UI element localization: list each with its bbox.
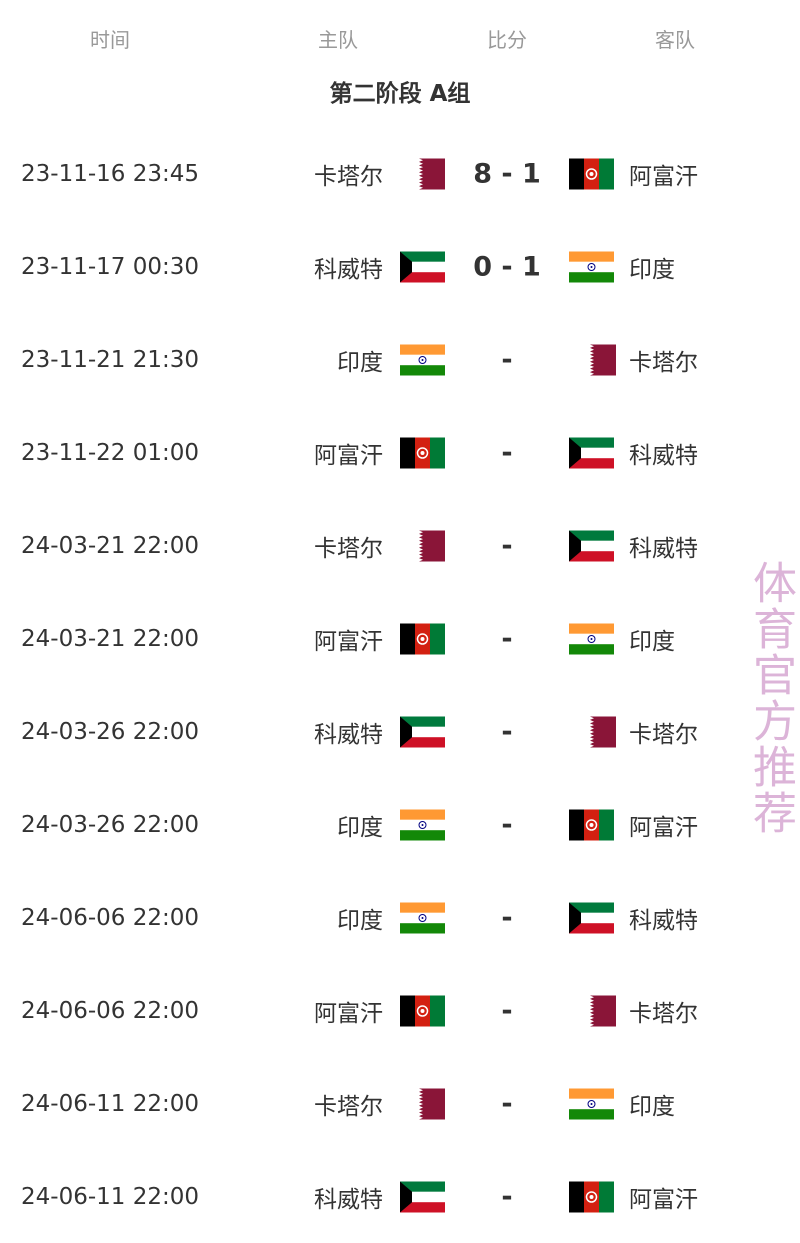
- india-flag-icon: [569, 1088, 614, 1119]
- home-team-name: 印度: [337, 814, 383, 841]
- away-team-name: 卡塔尔: [629, 721, 698, 748]
- qatar-flag-icon: [413, 1088, 445, 1119]
- match-score: -: [501, 1088, 513, 1119]
- home-team-name: 阿富汗: [314, 442, 383, 469]
- afghanistan-flag-icon: [400, 623, 445, 654]
- match-row[interactable]: 24-06-06 22:00 阿富汗 - 卡塔尔: [0, 964, 720, 1057]
- match-time: 24-03-21 22:00: [21, 625, 199, 652]
- match-score: 0 - 1: [473, 251, 541, 282]
- home-team-name: 科威特: [314, 1186, 383, 1213]
- match-time: 23-11-16 23:45: [21, 160, 199, 187]
- qatar-flag-icon: [584, 716, 616, 747]
- afghanistan-flag-icon: [569, 809, 614, 840]
- away-team-name: 卡塔尔: [629, 349, 698, 376]
- column-header-time: 时间: [90, 28, 130, 52]
- home-team-name: 印度: [337, 907, 383, 934]
- match-row[interactable]: 24-03-21 22:00 卡塔尔 - 科威特: [0, 499, 720, 592]
- match-time: 24-03-26 22:00: [21, 811, 199, 838]
- kuwait-flag-icon: [400, 1181, 445, 1212]
- match-time: 23-11-17 00:30: [21, 253, 199, 280]
- away-team-name: 科威特: [629, 442, 698, 469]
- qatar-flag-icon: [584, 344, 616, 375]
- match-score: -: [501, 530, 513, 561]
- kuwait-flag-icon: [400, 716, 445, 747]
- match-time: 24-06-06 22:00: [21, 904, 199, 931]
- afghanistan-flag-icon: [400, 995, 445, 1026]
- home-team-name: 卡塔尔: [314, 535, 383, 562]
- watermark: 体育官方推荐: [745, 560, 796, 836]
- match-score: -: [501, 809, 513, 840]
- match-score: -: [501, 995, 513, 1026]
- home-team-name: 科威特: [314, 721, 383, 748]
- india-flag-icon: [400, 902, 445, 933]
- column-header-score: 比分: [487, 28, 527, 52]
- kuwait-flag-icon: [400, 251, 445, 282]
- india-flag-icon: [569, 623, 614, 654]
- home-team-name: 科威特: [314, 256, 383, 283]
- match-time: 24-06-06 22:00: [21, 997, 199, 1024]
- match-row[interactable]: 23-11-21 21:30 印度 - 卡塔尔: [0, 313, 720, 406]
- away-team-name: 印度: [629, 628, 675, 655]
- match-row[interactable]: 24-06-11 22:00 卡塔尔 - 印度: [0, 1057, 720, 1150]
- kuwait-flag-icon: [569, 437, 614, 468]
- away-team-name: 阿富汗: [629, 1186, 698, 1213]
- india-flag-icon: [400, 344, 445, 375]
- match-row[interactable]: 24-06-06 22:00 印度 - 科威特: [0, 871, 720, 964]
- away-team-name: 阿富汗: [629, 163, 698, 190]
- india-flag-icon: [569, 251, 614, 282]
- match-score: -: [501, 437, 513, 468]
- away-team-name: 科威特: [629, 535, 698, 562]
- match-time: 23-11-21 21:30: [21, 346, 199, 373]
- match-score: -: [501, 344, 513, 375]
- qatar-flag-icon: [413, 530, 445, 561]
- match-row[interactable]: 24-03-26 22:00 科威特 - 卡塔尔: [0, 685, 720, 778]
- match-score: 8 - 1: [473, 158, 541, 189]
- match-row[interactable]: 23-11-22 01:00 阿富汗 - 科威特: [0, 406, 720, 499]
- away-team-name: 卡塔尔: [629, 1000, 698, 1027]
- match-row[interactable]: 23-11-16 23:45 卡塔尔 8 - 1 阿富汗: [0, 127, 720, 220]
- match-row[interactable]: 24-03-26 22:00 印度 - 阿富汗: [0, 778, 720, 871]
- afghanistan-flag-icon: [569, 158, 614, 189]
- match-score: -: [501, 902, 513, 933]
- home-team-name: 阿富汗: [314, 628, 383, 655]
- match-score: -: [501, 716, 513, 747]
- match-score: -: [501, 623, 513, 654]
- india-flag-icon: [400, 809, 445, 840]
- column-header-away: 客队: [655, 28, 695, 52]
- qatar-flag-icon: [413, 158, 445, 189]
- match-row[interactable]: 24-06-11 22:00 科威特 - 阿富汗: [0, 1150, 720, 1243]
- group-title: 第二阶段 A组: [329, 81, 471, 107]
- away-team-name: 印度: [629, 1093, 675, 1120]
- afghanistan-flag-icon: [400, 437, 445, 468]
- match-time: 24-06-11 22:00: [21, 1183, 199, 1210]
- kuwait-flag-icon: [569, 530, 614, 561]
- home-team-name: 卡塔尔: [314, 1093, 383, 1120]
- match-time: 24-03-26 22:00: [21, 718, 199, 745]
- qatar-flag-icon: [584, 995, 616, 1026]
- kuwait-flag-icon: [569, 902, 614, 933]
- match-time: 24-06-11 22:00: [21, 1090, 199, 1117]
- match-row[interactable]: 24-03-21 22:00 阿富汗 - 印度: [0, 592, 720, 685]
- home-team-name: 卡塔尔: [314, 163, 383, 190]
- home-team-name: 印度: [337, 349, 383, 376]
- away-team-name: 科威特: [629, 907, 698, 934]
- column-header-home: 主队: [318, 28, 358, 52]
- afghanistan-flag-icon: [569, 1181, 614, 1212]
- home-team-name: 阿富汗: [314, 1000, 383, 1027]
- match-score: -: [501, 1181, 513, 1212]
- away-team-name: 阿富汗: [629, 814, 698, 841]
- match-time: 23-11-22 01:00: [21, 439, 199, 466]
- away-team-name: 印度: [629, 256, 675, 283]
- match-row[interactable]: 23-11-17 00:30 科威特 0 - 1 印度: [0, 220, 720, 313]
- match-time: 24-03-21 22:00: [21, 532, 199, 559]
